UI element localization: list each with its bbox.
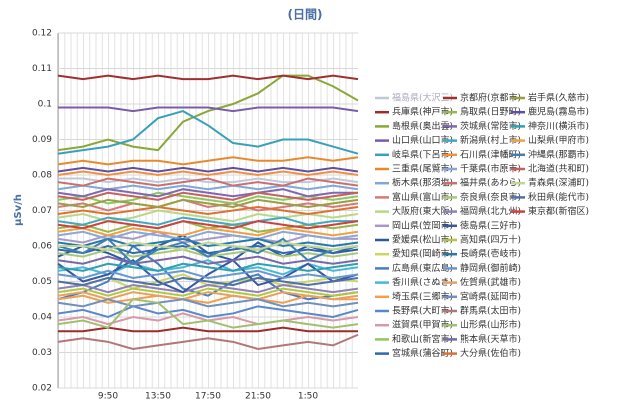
series-line bbox=[57, 166, 359, 173]
legend-label: 静岡県(御前崎) bbox=[460, 262, 521, 274]
x-tick-label: 21:50 bbox=[245, 392, 271, 400]
series-line bbox=[57, 198, 359, 212]
x-tick-label: 9:50 bbox=[98, 392, 118, 400]
series-line bbox=[57, 284, 359, 294]
y-tick-label: 0.09 bbox=[32, 135, 52, 145]
legend-label: 長崎県(壱岐市) bbox=[460, 248, 521, 260]
legend-label: 石川県(津幡町) bbox=[460, 148, 521, 160]
y-tick-label: 0.11 bbox=[32, 64, 52, 74]
legend-label: 大分県(佐伯市) bbox=[460, 347, 521, 359]
series-line bbox=[57, 156, 359, 166]
series-line bbox=[57, 276, 359, 287]
series-line bbox=[57, 244, 359, 301]
legend-label: 高知県(四万十) bbox=[460, 234, 521, 246]
x-tick-label: 1:50 bbox=[298, 392, 318, 400]
y-tick-label: 0.07 bbox=[32, 206, 52, 216]
series-line bbox=[57, 258, 359, 294]
legend-label: 山梨県(甲府市) bbox=[528, 134, 589, 146]
legend-label: 奈良県(奈良市) bbox=[460, 191, 521, 203]
legend-label: 北海道(共和町) bbox=[528, 163, 589, 175]
legend-label: 東京都(新宿区) bbox=[528, 205, 589, 217]
series-line bbox=[57, 333, 359, 350]
legend-label: 福島県(大沢三) bbox=[392, 92, 453, 104]
legend-label: 徳島県(三好市) bbox=[460, 219, 521, 231]
legend-label: 福岡県(北九州) bbox=[460, 205, 521, 217]
y-tick-label: 0.04 bbox=[32, 313, 52, 323]
series-line bbox=[57, 216, 358, 226]
legend-label: 島根県(奥出雲) bbox=[392, 120, 453, 132]
legend-label: 青森県(深浦町) bbox=[528, 177, 589, 189]
legend-label: 茨城県(常陸市) bbox=[460, 120, 521, 132]
series-line bbox=[57, 244, 359, 255]
legend-label: 京都府(京都市) bbox=[460, 92, 521, 104]
series-line bbox=[57, 269, 359, 279]
legend-label: 福井県(あわら) bbox=[460, 177, 521, 189]
legend-label: 群馬県(太田市) bbox=[460, 305, 521, 317]
legend-label: 富山県(富山市) bbox=[392, 191, 453, 203]
legend-label: 鳥取県(日野町) bbox=[460, 106, 521, 118]
x-tick-label: 13:50 bbox=[145, 392, 171, 400]
series-line bbox=[57, 74, 359, 81]
series-line bbox=[57, 237, 359, 265]
legend-label: 鹿児島(霧島市) bbox=[528, 106, 589, 118]
legend-label: 愛媛県(松山市) bbox=[392, 234, 453, 246]
legend-label: 佐賀県(武雄市) bbox=[460, 276, 521, 288]
legend-label: 和歌山(新宮市) bbox=[392, 333, 453, 345]
legend-label: 大阪府(東大阪) bbox=[392, 205, 453, 217]
legend-label: 三重県(尾鷲市) bbox=[392, 163, 453, 175]
legend-label: 岐阜県(下呂市) bbox=[392, 148, 453, 160]
y-tick-label: 0.08 bbox=[32, 171, 52, 181]
legend-label: 岩手県(久慈市) bbox=[528, 92, 589, 104]
series-line bbox=[57, 170, 359, 177]
legend-label: 熊本県(天草市) bbox=[460, 333, 521, 345]
series-line bbox=[58, 177, 359, 184]
legend-label: 埼玉県(三郷市) bbox=[392, 290, 453, 302]
series-line bbox=[57, 305, 359, 319]
legend-label: 香川県(さぬき) bbox=[392, 277, 453, 288]
legend-label: 長野県(大町市) bbox=[392, 305, 453, 317]
y-tick-label: 0.1 bbox=[38, 100, 52, 110]
legend-label: 宮城県(蒲谷町) bbox=[392, 347, 453, 359]
series-line bbox=[57, 110, 359, 155]
legend-label: 新潟県(村上市) bbox=[460, 134, 521, 146]
series-line bbox=[58, 106, 359, 113]
y-axis-label: μSv/h bbox=[13, 194, 24, 226]
series-line bbox=[58, 241, 359, 251]
series-line bbox=[57, 191, 359, 201]
series-line bbox=[57, 74, 359, 152]
y-tick-label: 0.05 bbox=[32, 277, 52, 287]
legend-label: 愛知県(岡崎市) bbox=[392, 248, 453, 260]
legend-label: 広島県(東広島) bbox=[392, 262, 453, 274]
legend-label: 兵庫県(神戸市) bbox=[392, 106, 453, 118]
series-line bbox=[57, 227, 359, 237]
x-tick-label: 17:50 bbox=[195, 392, 221, 400]
legend-label: 神奈川(横浜市) bbox=[528, 120, 589, 132]
legend-label: 秋田県(能代市) bbox=[528, 191, 589, 203]
series-line bbox=[57, 262, 359, 272]
legend-label: 千葉県(市原市) bbox=[460, 163, 521, 175]
series-line bbox=[57, 177, 359, 187]
legend-label: 滋賀県(甲賀市) bbox=[392, 319, 453, 331]
legend-label: 沖縄県(那覇市) bbox=[528, 148, 589, 160]
series-line bbox=[57, 198, 359, 208]
y-tick-label: 0.02 bbox=[32, 384, 52, 394]
series-line bbox=[57, 205, 359, 216]
series-line bbox=[57, 298, 359, 308]
legend-label: 栃木県(那須塩) bbox=[392, 177, 453, 189]
series-line bbox=[57, 188, 358, 198]
series-line bbox=[57, 287, 359, 297]
series-line bbox=[57, 220, 359, 230]
legend-label: 宮崎県(延岡市) bbox=[460, 290, 521, 302]
y-tick-label: 0.12 bbox=[32, 29, 52, 39]
y-tick-label: 0.06 bbox=[32, 242, 52, 252]
chart-title: (日間) bbox=[288, 8, 323, 22]
series-line bbox=[57, 298, 359, 329]
legend-label: 山形県(山形市) bbox=[460, 319, 521, 331]
y-tick-label: 0.03 bbox=[32, 348, 52, 358]
legend-label: 山口県(山口市) bbox=[392, 134, 453, 146]
legend-label: 岡山県(笠岡市) bbox=[392, 219, 453, 231]
